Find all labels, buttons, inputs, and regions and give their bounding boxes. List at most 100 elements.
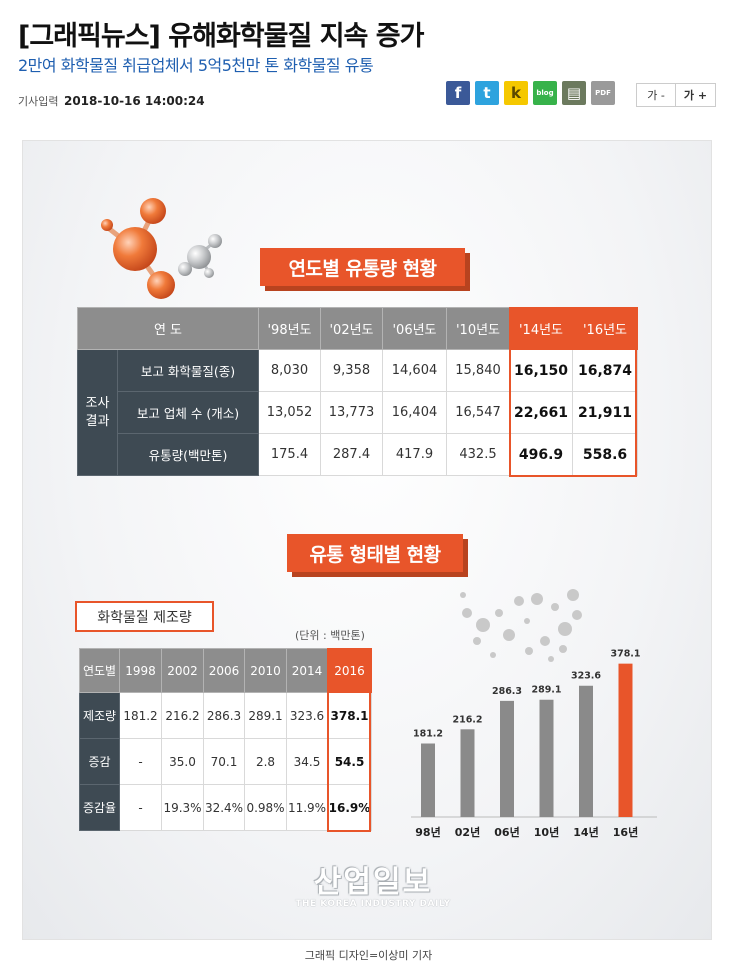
kakaostory-icon[interactable]: k — [504, 81, 528, 105]
x-tick-label: 14년 — [573, 825, 598, 839]
molecule-icon — [101, 198, 222, 299]
watermark-subtitle: THE KOREA INDUSTRY DAILY — [295, 899, 451, 909]
bar-06년 — [500, 700, 514, 817]
table-cell: 22,661 — [509, 391, 573, 434]
bar-98년 — [421, 743, 435, 817]
row-label: 보고 업체 수 (개소) — [117, 391, 259, 434]
year-header: '16년도 — [572, 307, 638, 350]
table-cell: 13,773 — [320, 391, 383, 434]
x-tick-label: 10년 — [534, 825, 559, 839]
table-cell: 21,911 — [572, 391, 638, 434]
share-toolbar: f t k blog ▤ PDF — [446, 81, 615, 105]
watermark-logo: 산업일보 THE KOREA INDUSTRY DAILY — [283, 857, 463, 909]
table-cell: 558.6 — [572, 433, 638, 476]
table-cell: 16,150 — [509, 349, 573, 392]
table-cell: 13,052 — [258, 391, 321, 434]
section1-banner: 연도별 유통량 현황 — [260, 248, 465, 286]
article-subheadline: 2만여 화학물질 취급업체서 5억5천만 톤 화학물질 유통 — [18, 56, 374, 75]
table-cell: 32.4% — [203, 784, 245, 831]
blog-icon[interactable]: blog — [533, 81, 557, 105]
year-header: 2002 — [161, 648, 204, 693]
year-header: 2014 — [286, 648, 328, 693]
watermark-title: 산업일보 — [313, 865, 433, 900]
manufacturing-bar-chart: 181.2 98년 216.2 02년 286.3 06년 289.1 10년 323.6 14년… — [411, 649, 657, 839]
year-header: 2016 — [327, 648, 372, 693]
table-cell: 19.3% — [161, 784, 204, 831]
table-cell: 286.3 — [203, 692, 245, 739]
table-corner-header: 연 도 — [77, 307, 259, 350]
manufacturing-table-title: 화학물질 제조량 — [75, 601, 214, 632]
x-tick-label: 98년 — [415, 825, 440, 839]
table-cell: 175.4 — [258, 433, 321, 476]
table-cell: 34.5 — [286, 738, 328, 785]
row-label: 증감율 — [79, 784, 120, 831]
manufacturing-volume-table: 연도별 1998 2002 2006 2010 2014 2016 제조량 18… — [79, 648, 372, 831]
dot-pattern-decoration — [460, 589, 582, 662]
year-header: '98년도 — [258, 307, 321, 350]
row-label: 증감 — [79, 738, 120, 785]
year-header: '02년도 — [320, 307, 383, 350]
table-cell: 16.9% — [327, 784, 372, 831]
bar-value-label: 216.2 — [452, 714, 482, 725]
yearly-distribution-table: 연 도 '98년도 '02년도 '06년도 '10년도 '14년도 '16년도 … — [77, 307, 638, 476]
font-size-controls: 가 - 가 + — [636, 83, 716, 107]
table-cell: 496.9 — [509, 433, 573, 476]
year-header: 2010 — [244, 648, 287, 693]
bar-value-label: 181.2 — [413, 729, 443, 740]
table-cell: 14,604 — [382, 349, 447, 392]
section2-banner: 유통 형태별 현황 — [287, 534, 463, 572]
facebook-icon[interactable]: f — [446, 81, 470, 105]
table-cell: 16,547 — [446, 391, 510, 434]
table-corner-header: 연도별 — [79, 648, 120, 693]
row-label: 유통량(백만톤) — [117, 433, 259, 476]
bar-value-label: 286.3 — [492, 686, 522, 697]
date-value: 2018-10-16 14:00:24 — [63, 94, 205, 108]
bar-10년 — [539, 699, 554, 817]
unit-label: (단위 : 백만톤) — [295, 629, 365, 642]
x-tick-label: 16년 — [613, 825, 638, 839]
infographic: 연도별 유통량 현황 연 도 '98년도 '02년도 '06년도 '10년도 '… — [22, 140, 712, 940]
bar-value-label: 289.1 — [531, 685, 561, 696]
date-label: 기사입력 — [18, 95, 59, 108]
table-cell: 181.2 — [119, 692, 162, 739]
survey-result-label: 조사 결과 — [77, 349, 118, 476]
year-header: 1998 — [119, 648, 162, 693]
table-cell: 289.1 — [244, 692, 287, 739]
bar-value-label: 378.1 — [610, 649, 640, 660]
year-header: '10년도 — [446, 307, 510, 350]
bar-14년 — [579, 685, 593, 817]
table-cell: 287.4 — [320, 433, 383, 476]
table-cell: - — [119, 738, 162, 785]
table-cell: 54.5 — [327, 738, 372, 785]
table-cell: 216.2 — [161, 692, 204, 739]
table-cell: 378.1 — [327, 692, 372, 739]
table-cell: - — [119, 784, 162, 831]
year-header: '06년도 — [382, 307, 447, 350]
row-label: 보고 화학물질(종) — [117, 349, 259, 392]
print-icon[interactable]: ▤ — [562, 81, 586, 105]
table-cell: 15,840 — [446, 349, 510, 392]
article-date: 기사입력 2018-10-16 14:00:24 — [18, 93, 205, 109]
table-cell: 16,874 — [572, 349, 638, 392]
row-label: 제조량 — [79, 692, 120, 739]
table-cell: 8,030 — [258, 349, 321, 392]
year-header: 2006 — [203, 648, 245, 693]
table-cell: 417.9 — [382, 433, 447, 476]
bar-16년 — [618, 663, 633, 817]
table-cell: 70.1 — [203, 738, 245, 785]
pdf-icon[interactable]: PDF — [591, 81, 615, 105]
twitter-icon[interactable]: t — [475, 81, 499, 105]
table-cell: 9,358 — [320, 349, 383, 392]
table-cell: 16,404 — [382, 391, 447, 434]
bar-02년 — [460, 729, 475, 817]
bar-value-label: 323.6 — [571, 671, 601, 682]
table-cell: 35.0 — [161, 738, 204, 785]
font-decrease-button[interactable]: 가 - — [636, 83, 676, 107]
graphic-credit-caption: 그래픽 디자인=이상미 기자 — [304, 949, 433, 962]
x-tick-label: 02년 — [455, 825, 480, 839]
x-tick-label: 06년 — [494, 825, 519, 839]
article-headline: [그래픽뉴스] 유해화학물질 지속 증가 — [18, 21, 424, 52]
table-cell: 432.5 — [446, 433, 510, 476]
table-cell: 323.6 — [286, 692, 328, 739]
font-increase-button[interactable]: 가 + — [676, 83, 716, 107]
